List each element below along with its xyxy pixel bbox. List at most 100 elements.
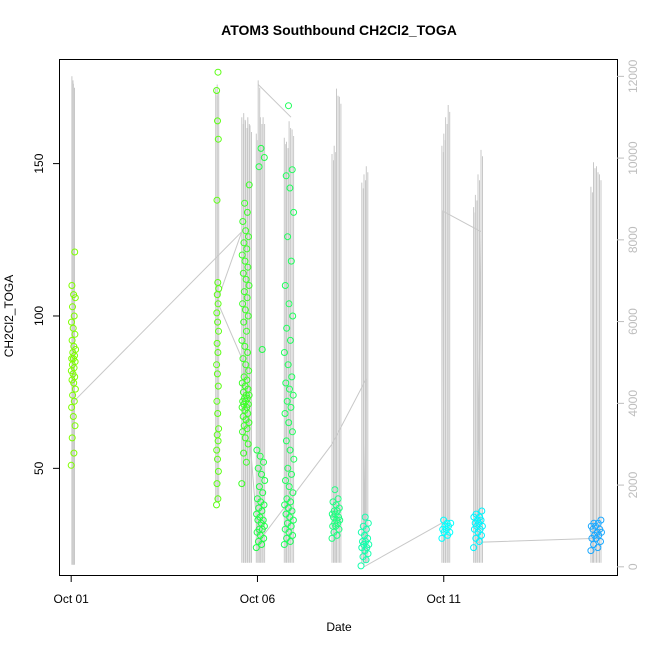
data-point-s4-30: [286, 385, 293, 393]
data-point-s1-3: [214, 467, 222, 475]
data-point-s2-49: [240, 239, 248, 247]
data-point-s7-8: [447, 519, 455, 527]
data-point-s1-2: [213, 480, 221, 488]
data-point-s2-47: [238, 251, 246, 259]
data-point-s3-28: [255, 163, 263, 171]
data-point-s0-30: [70, 291, 78, 299]
data-point-s4-42: [290, 208, 298, 216]
data-point-s0-5: [68, 403, 76, 411]
data-point-s1-19: [214, 300, 222, 308]
data-point-s0-31: [68, 282, 76, 289]
data-point-s4-22: [286, 446, 294, 454]
data-point-s4-0: [280, 541, 288, 548]
data-point-s4-21: [290, 455, 298, 463]
data-point-s2-43: [242, 275, 250, 283]
data-point-s3-13: [253, 510, 261, 518]
data-point-s4-33: [284, 361, 292, 369]
data-point-s4-29: [289, 391, 297, 399]
data-point-s4-37: [289, 312, 297, 320]
y-axis-label: CH2Cl2_TOGA: [2, 275, 16, 357]
data-point-s2-51: [242, 227, 250, 235]
data-point-s3-2: [254, 538, 262, 545]
data-point-s2-33: [241, 342, 249, 350]
data-point-s2-36: [240, 318, 248, 326]
data-point-s2-2: [240, 449, 248, 457]
data-point-s4-18: [282, 477, 289, 484]
data-point-s2-54: [241, 199, 249, 207]
data-point-s1-22: [214, 279, 222, 286]
data-point-s0-28: [69, 303, 76, 311]
data-point-s5-19: [334, 495, 342, 503]
data-point-s1-13: [213, 361, 221, 369]
data-point-s8-16: [478, 507, 486, 515]
data-point-s4-44: [282, 172, 290, 180]
y2-tick-label: 8000: [626, 226, 640, 253]
data-point-s2-1: [242, 458, 250, 466]
data-point-s5-15: [330, 507, 338, 515]
data-point-s1-18: [213, 309, 221, 317]
data-point-s3-15: [255, 504, 263, 512]
data-point-s1-10: [213, 397, 221, 405]
data-point-s2-37: [244, 312, 252, 320]
secondary-y-axis: 0 2000 4000 6000 8000 10000 12000: [617, 59, 640, 570]
x-axis: Oct 01 Oct 06 Oct 11: [53, 575, 461, 606]
chart-title: ATOM3 Southbound CH2Cl2_TOGA: [221, 22, 457, 38]
data-point-s4-15: [283, 495, 291, 503]
data-point-s4-26: [281, 410, 289, 417]
data-point-s1-12: [213, 370, 221, 378]
data-point-s6-10: [359, 538, 366, 545]
data-point-s3-27: [258, 346, 266, 353]
data-point-s3-20: [255, 483, 263, 491]
data-point-s2-52: [239, 218, 247, 225]
y-tick-label: 50: [32, 461, 46, 475]
data-point-s7-10: [440, 516, 448, 524]
data-point-s2-0: [238, 480, 246, 488]
data-point-s2-35: [243, 327, 250, 335]
data-point-s1-5: [213, 446, 221, 454]
data-point-s9-2: [590, 541, 598, 548]
data-point-s1-24: [214, 135, 222, 143]
x-tick-label: Oct 06: [240, 592, 276, 606]
data-point-s4-36: [283, 324, 291, 332]
data-point-s2-53: [243, 208, 251, 216]
y2-tick-label: 0: [626, 563, 640, 570]
secondary-trace-top-line: [257, 84, 292, 118]
data-point-s2-3: [244, 440, 252, 448]
data-point-s3-7: [255, 525, 263, 533]
data-point-s1-27: [214, 68, 222, 76]
data-point-s2-38: [241, 306, 249, 314]
data-point-s2-7: [240, 422, 248, 430]
data-point-s4-46: [285, 102, 292, 110]
data-point-s4-34: [280, 349, 288, 356]
data-point-s0-6: [70, 397, 78, 405]
data-point-s9-15: [590, 519, 598, 527]
data-point-s1-14: [214, 349, 222, 356]
data-point-s4-13: [281, 501, 289, 509]
data-point-s2-55: [245, 181, 253, 189]
data-point-s6-16: [364, 519, 372, 527]
data-point-s1-0: [213, 501, 220, 509]
data-point-s1-15: [213, 339, 221, 347]
x-tick-label: Oct 11: [427, 592, 462, 606]
data-point-s1-25: [214, 117, 221, 125]
data-point-s2-32: [244, 349, 252, 356]
data-point-s8-2: [472, 534, 480, 542]
y-tick-label: 150: [32, 153, 46, 173]
data-point-s0-3: [71, 422, 79, 430]
data-point-s4-39: [281, 282, 289, 289]
data-point-s4-17: [285, 483, 293, 491]
data-point-s3-23: [254, 464, 262, 472]
data-point-s8-15: [472, 510, 480, 518]
data-point-s2-29: [245, 367, 253, 375]
data-point-s9-16: [597, 516, 605, 524]
data-point-s3-24: [260, 458, 267, 466]
data-point-s4-10: [282, 510, 290, 518]
data-point-s0-26: [68, 318, 75, 326]
data-point-s4-2: [283, 534, 291, 542]
y-tick-label: 100: [32, 306, 46, 326]
data-point-s1-11: [214, 382, 222, 390]
data-point-s2-46: [241, 257, 249, 265]
data-point-s2-31: [239, 355, 247, 363]
data-point-s8-0: [470, 544, 478, 552]
y-axis: 50 100 150: [32, 153, 60, 475]
